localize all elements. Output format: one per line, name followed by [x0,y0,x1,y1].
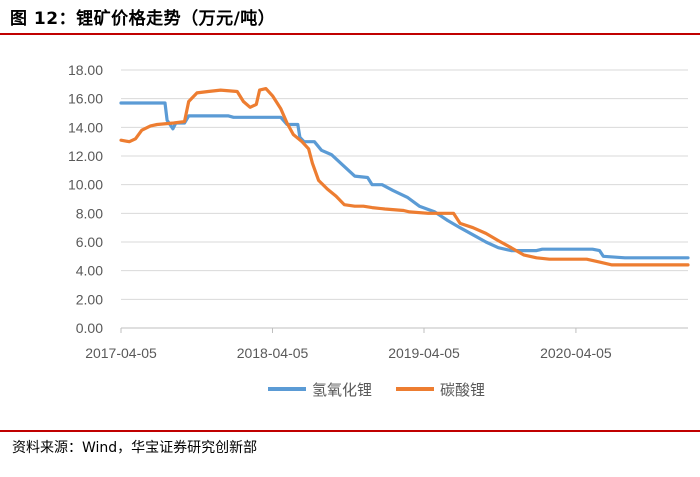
x-tick-label: 2018-04-05 [237,345,309,361]
grid-lines [121,69,688,300]
bottom-divider [0,430,700,432]
y-tick-label: 18.00 [68,62,103,78]
y-tick-label: 8.00 [76,205,103,221]
x-axis: 2017-04-05 2018-04-05 2019-04-05 2020-04-05 [85,327,688,361]
y-tick-label: 4.00 [76,263,103,279]
y-tick-label: 2.00 [76,291,103,307]
line-chart: 18.00 16.00 14.00 12.00 10.00 8.00 6.00 4.00 2.0… [68,62,690,399]
y-tick-label: 14.00 [68,119,103,135]
series-lines [119,87,690,267]
top-divider [0,33,700,35]
y-tick-label: 6.00 [76,234,103,250]
x-tick-label: 2020-04-05 [540,345,612,361]
series-line-0 [119,101,690,260]
legend-label: 碳酸锂 [440,381,485,399]
x-tick-label: 2017-04-05 [85,345,157,361]
source-note: 资料来源：Wind，华宝证券研究创新部 [12,440,258,456]
y-tick-label: 0.00 [76,320,103,336]
figure-title: 图 12：锂矿价格走势（万元/吨） [10,9,276,29]
y-tick-label: 12.00 [68,148,103,164]
y-tick-label: 10.00 [68,177,103,193]
legend-label: 氢氧化锂 [312,381,372,399]
legend: 氢氧化锂 碳酸锂 [268,381,485,399]
y-axis: 18.00 16.00 14.00 12.00 10.00 8.00 6.00 4.00 2.0… [68,62,103,336]
y-tick-label: 16.00 [68,91,103,107]
x-tick-label: 2019-04-05 [388,345,460,361]
series-line-1 [119,87,690,267]
